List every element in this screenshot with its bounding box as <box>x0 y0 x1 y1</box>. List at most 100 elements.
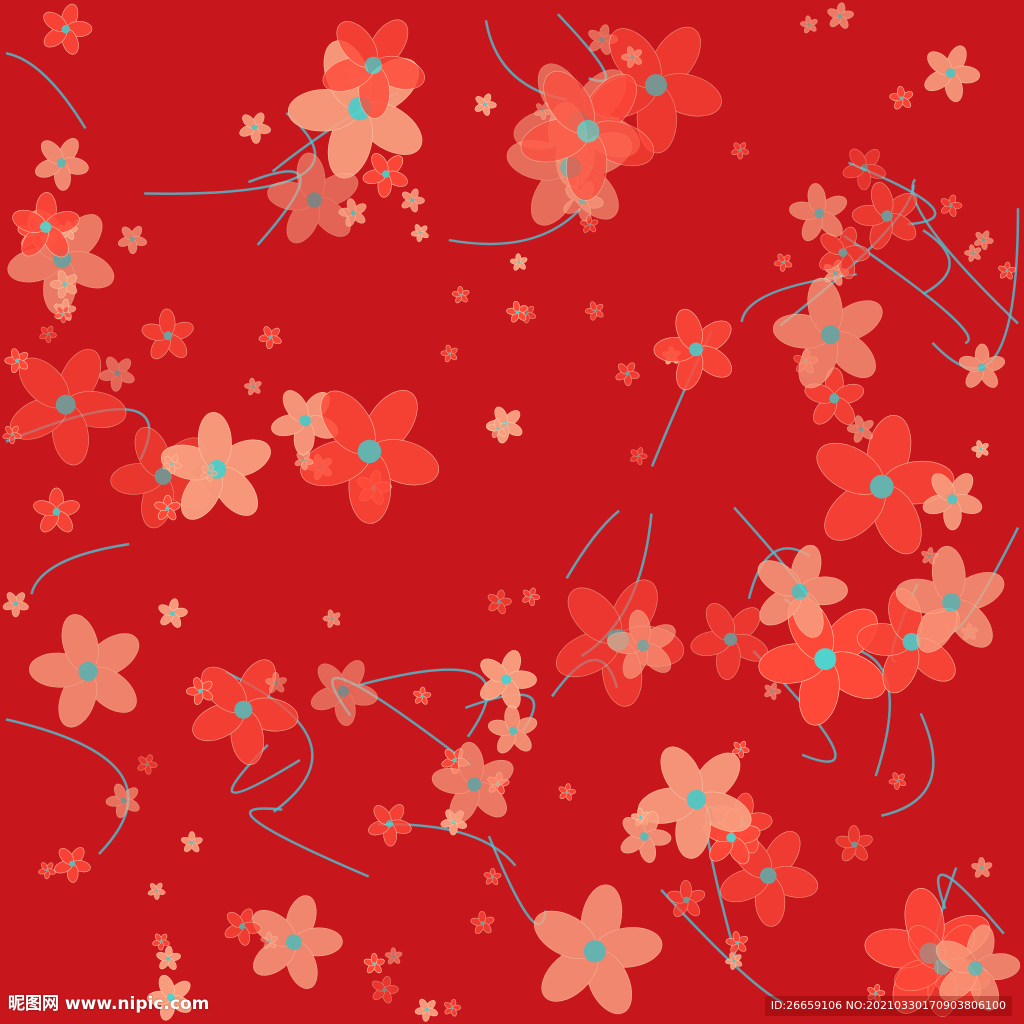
flower-center <box>268 335 273 340</box>
orchid-flower <box>615 362 640 387</box>
orchid-flower <box>816 415 955 555</box>
flower-center <box>251 124 258 131</box>
orchid-flower <box>804 367 865 425</box>
flower-center <box>198 688 203 694</box>
orchid-flower <box>971 440 989 458</box>
orchid-flower <box>621 46 643 68</box>
flower-center <box>781 260 785 264</box>
orchid-flower <box>558 783 576 801</box>
orchid-flower <box>156 945 181 970</box>
orchid-flower <box>362 153 408 198</box>
orchid-flower <box>819 226 871 280</box>
orchid-flower <box>720 831 819 927</box>
orchid-flower <box>54 305 73 324</box>
flower-center <box>896 779 900 783</box>
flower-center <box>636 454 640 458</box>
flower-center <box>637 639 649 652</box>
orchid-flower <box>773 253 793 272</box>
orchid-flower <box>440 344 458 363</box>
flower-center <box>129 236 135 242</box>
flower-center <box>13 601 18 606</box>
stem <box>358 668 489 738</box>
orchid-flower <box>147 882 166 900</box>
orchid-flower <box>4 348 29 373</box>
orchid-flower <box>764 682 782 701</box>
flower-center <box>981 238 986 242</box>
orchid-flower <box>940 194 963 217</box>
orchid-flower <box>889 85 914 110</box>
flower-center <box>947 494 958 505</box>
orchid-flower <box>117 225 147 255</box>
orchid-flower <box>35 138 89 191</box>
orchid-flower <box>147 974 192 1021</box>
flower-center <box>723 632 738 647</box>
orchid-flower <box>827 2 854 29</box>
orchid-flower <box>29 614 140 728</box>
stem <box>5 52 87 130</box>
orchid-flower <box>637 746 752 859</box>
flower-center <box>630 55 635 59</box>
flower-center <box>945 68 956 78</box>
orchid-flower <box>534 884 663 1015</box>
orchid-flower <box>888 772 907 790</box>
flower-center <box>483 102 487 107</box>
flower-center <box>154 467 172 485</box>
flower-center <box>46 332 50 336</box>
flower-center <box>410 198 415 203</box>
orchid-flower <box>410 224 429 243</box>
orchid-flower <box>244 377 262 396</box>
flower-center <box>529 595 533 599</box>
flower-center <box>382 987 387 993</box>
orchid-flower <box>835 825 873 862</box>
stem <box>881 712 935 817</box>
flower-center <box>163 331 173 341</box>
orchid-flower <box>258 326 282 350</box>
watermark-logo: 昵图网 www.nipic.com <box>8 994 210 1014</box>
stem <box>30 542 130 595</box>
flower-center <box>738 148 742 152</box>
orchid-flower <box>974 230 994 251</box>
stem <box>843 234 970 345</box>
orchid-flower <box>580 214 599 233</box>
orchid-flower <box>444 999 462 1017</box>
flower-center <box>837 13 843 19</box>
flower-center <box>948 203 953 208</box>
flower-center <box>467 777 482 792</box>
flower-center <box>821 325 840 345</box>
flower-center <box>418 231 422 235</box>
flower-center <box>640 832 649 841</box>
orchid-flower <box>851 182 918 250</box>
stem <box>448 207 582 246</box>
orchid-flower <box>789 183 848 242</box>
flower-center <box>61 312 65 316</box>
orchid-flower <box>200 464 218 482</box>
flower-center <box>382 170 390 178</box>
stem <box>249 807 370 878</box>
flower-center <box>15 358 20 363</box>
flower-center <box>851 841 858 848</box>
orchid-flower <box>998 261 1017 280</box>
orchid-flower <box>137 754 158 775</box>
orchid-flower <box>384 947 403 965</box>
flower-center <box>145 762 149 766</box>
flower-center <box>860 164 868 172</box>
flower-center <box>565 790 569 794</box>
orchid-flower <box>509 253 528 271</box>
orchid-flower <box>725 931 748 954</box>
flower-center <box>644 74 668 97</box>
flower-center <box>599 37 605 43</box>
flower-center <box>829 393 840 404</box>
flower-center <box>350 210 356 216</box>
orchid-flower <box>630 447 648 465</box>
orchid-flower <box>300 390 440 524</box>
orchid-flower <box>2 592 29 618</box>
flower-center <box>337 685 350 697</box>
orchid-flower <box>958 343 1005 388</box>
flower-center <box>583 940 606 963</box>
flower-center <box>496 600 502 605</box>
orchid-flower <box>506 300 528 323</box>
flower-center <box>155 889 158 893</box>
flower-center <box>234 700 253 719</box>
